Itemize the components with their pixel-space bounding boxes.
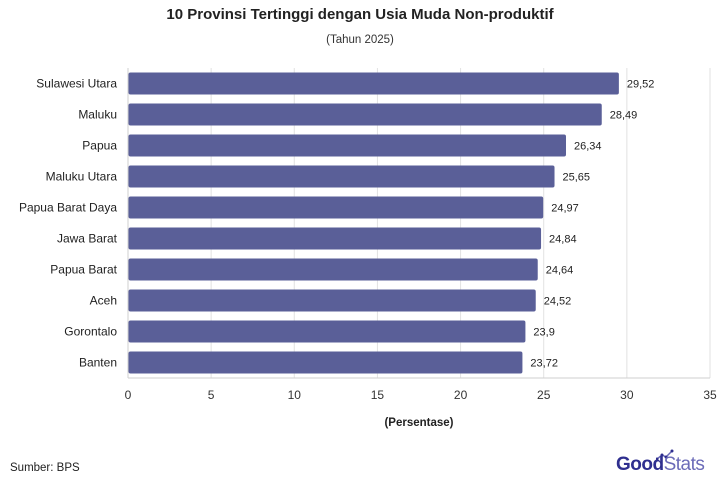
category-label: Papua bbox=[82, 139, 117, 153]
bar bbox=[128, 72, 619, 95]
category-label: Banten bbox=[79, 356, 117, 370]
x-tick-label: 20 bbox=[454, 388, 468, 402]
category-label: Maluku bbox=[78, 108, 117, 122]
source-note: Sumber: BPS bbox=[10, 462, 80, 474]
x-tick-label: 25 bbox=[537, 388, 551, 402]
data-label: 28,49 bbox=[610, 110, 638, 122]
x-tick-label: 15 bbox=[371, 388, 385, 402]
brand-logo: GoodStats bbox=[616, 454, 705, 476]
category-label: Maluku Utara bbox=[46, 170, 118, 184]
x-tick-label: 35 bbox=[703, 388, 717, 402]
category-label: Papua Barat bbox=[50, 263, 117, 277]
chart-subtitle: (Tahun 2025) bbox=[326, 34, 394, 46]
bar bbox=[128, 351, 523, 374]
x-axis-label: (Persentase) bbox=[384, 417, 453, 429]
data-label: 23,9 bbox=[533, 327, 554, 339]
category-label: Aceh bbox=[90, 294, 117, 308]
data-label: 25,65 bbox=[563, 172, 591, 184]
category-label: Papua Barat Daya bbox=[19, 201, 117, 215]
data-label: 24,84 bbox=[549, 234, 577, 246]
data-label: 24,97 bbox=[551, 203, 579, 215]
bar-chart: 0 5 10 15 20 25 30 35 Sulawesi Utara 29,52 Maluku 2… bbox=[19, 68, 717, 429]
data-label: 24,52 bbox=[544, 296, 572, 308]
x-tick-label: 5 bbox=[208, 388, 215, 402]
category-label: Jawa Barat bbox=[57, 232, 118, 246]
x-tick-label: 0 bbox=[125, 388, 132, 402]
x-tick-label: 10 bbox=[288, 388, 302, 402]
bar bbox=[128, 134, 566, 157]
data-label: 23,72 bbox=[530, 358, 558, 370]
data-label: 26,34 bbox=[574, 141, 602, 153]
bar bbox=[128, 165, 555, 188]
brand-logo-part2: Stats bbox=[663, 454, 705, 475]
bar bbox=[128, 196, 544, 219]
category-label: Sulawesi Utara bbox=[36, 77, 117, 91]
data-label: 24,64 bbox=[546, 265, 574, 277]
bar bbox=[128, 227, 542, 250]
chart-title: 10 Provinsi Tertinggi dengan Usia Muda N… bbox=[166, 6, 554, 23]
bar bbox=[128, 258, 538, 281]
category-label: Gorontalo bbox=[64, 325, 117, 339]
bar bbox=[128, 103, 602, 126]
bar bbox=[128, 289, 536, 312]
brand-chart-icon bbox=[656, 449, 674, 461]
brand-logo-part1: Good bbox=[616, 454, 664, 475]
bar bbox=[128, 320, 526, 343]
x-tick-label: 30 bbox=[620, 388, 634, 402]
data-label: 29,52 bbox=[627, 79, 655, 91]
